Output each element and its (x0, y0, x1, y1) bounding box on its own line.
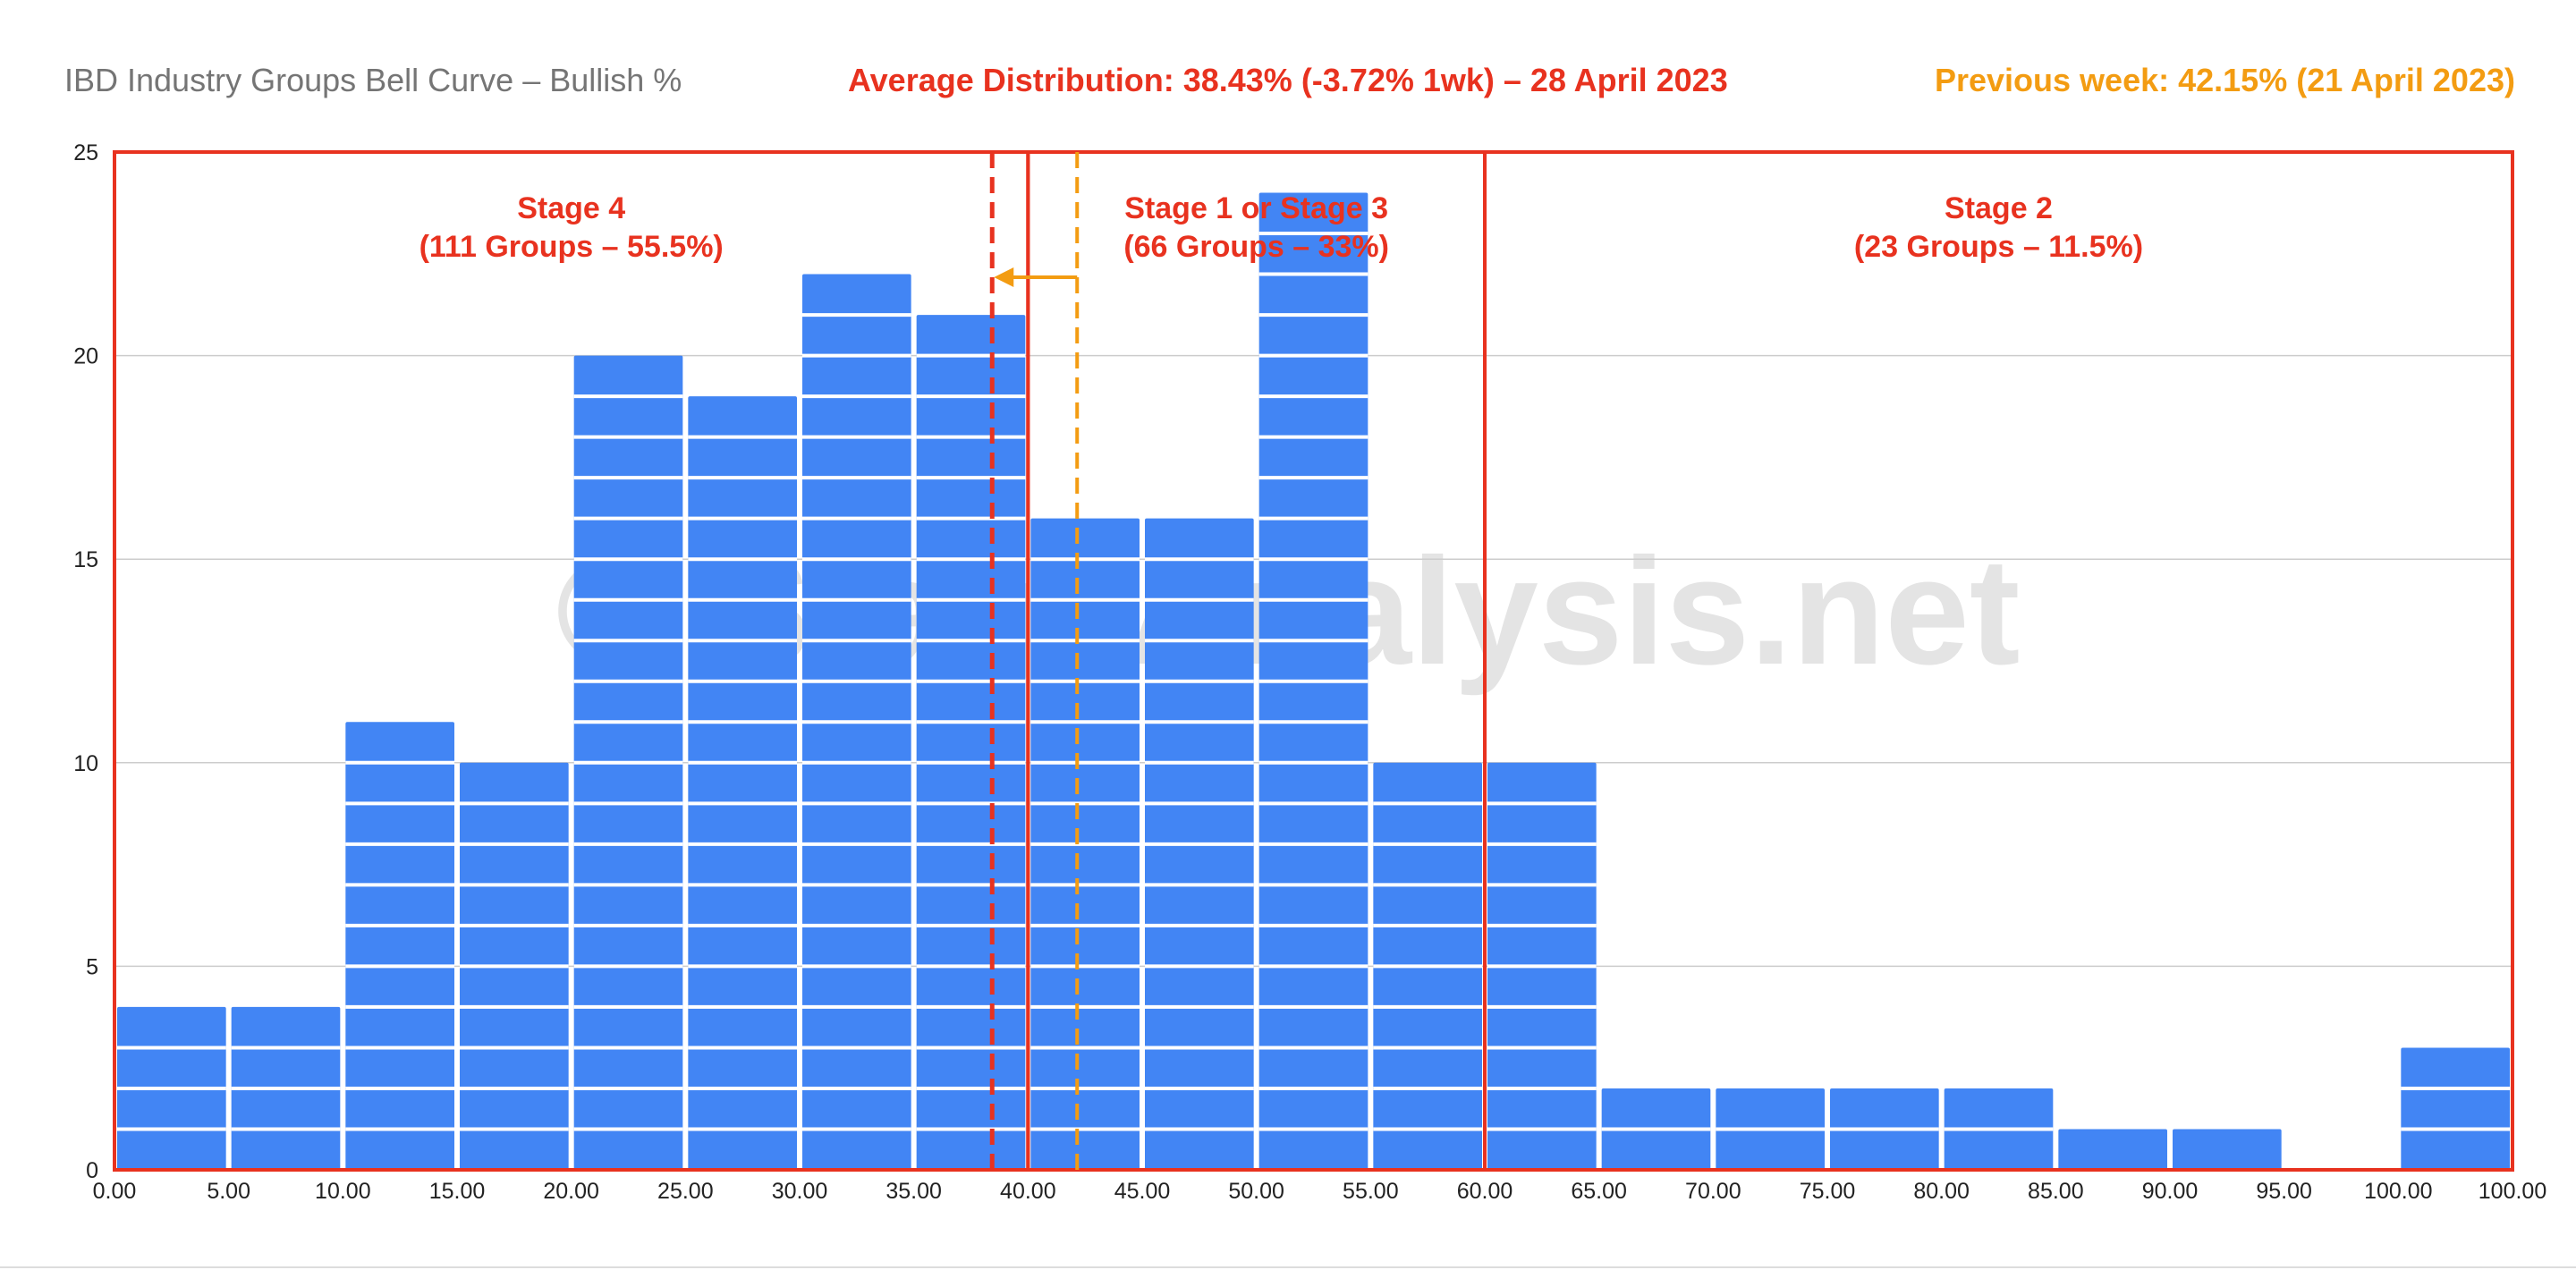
stage-detail: (23 Groups – 11.5%) (1854, 230, 2143, 264)
x-tick-label: 35.00 (886, 1179, 942, 1204)
y-tick-label: 15 (73, 547, 98, 572)
x-tick-label: 15.00 (429, 1179, 486, 1204)
x-tick-label: 100.00 (2479, 1179, 2546, 1204)
average-distribution-note: Average Distribution: 38.43% (-3.72% 1wk… (848, 62, 1728, 98)
y-tick-label: 25 (73, 140, 98, 165)
stage-label: Stage 1 or Stage 3 (1124, 191, 1388, 225)
y-tick-label: 10 (73, 751, 98, 776)
stage-label: Stage 2 (1945, 191, 2053, 225)
x-tick-label: 80.00 (1913, 1179, 1970, 1204)
stage-box (1483, 150, 2514, 1172)
x-tick-label: 95.00 (2256, 1179, 2312, 1204)
x-tick-label: 30.00 (772, 1179, 828, 1204)
histogram-bar (2173, 1129, 2282, 1170)
shift-arrow-head (994, 267, 1014, 287)
x-tick-label: 25.00 (657, 1179, 714, 1204)
x-tick-label: 90.00 (2142, 1179, 2199, 1204)
x-tick-label: 85.00 (2028, 1179, 2084, 1204)
histogram-bar (688, 396, 797, 1170)
stage-detail: (111 Groups – 55.5%) (419, 230, 724, 264)
y-tick-label: 5 (86, 954, 98, 979)
x-tick-label: 100.00 (2364, 1179, 2432, 1204)
x-tick-label: 60.00 (1457, 1179, 1513, 1204)
previous-week-note: Previous week: 42.15% (21 April 2023) (1934, 62, 2515, 98)
x-tick-label: 5.00 (207, 1179, 250, 1204)
histogram-bar (2058, 1129, 2167, 1170)
chart-title: IBD Industry Groups Bell Curve – Bullish… (64, 62, 682, 98)
y-tick-label: 20 (73, 344, 98, 369)
x-tick-label: 0.00 (93, 1179, 137, 1204)
x-tick-label: 20.00 (543, 1179, 599, 1204)
x-tick-label: 40.00 (1000, 1179, 1056, 1204)
x-tick-label: 65.00 (1571, 1179, 1627, 1204)
bottom-divider (0, 1266, 2576, 1268)
x-tick-label: 45.00 (1114, 1179, 1171, 1204)
x-tick-label: 10.00 (315, 1179, 371, 1204)
y-tick-label: 0 (86, 1158, 98, 1183)
x-tick-label: 75.00 (1800, 1179, 1856, 1204)
stage-detail: (66 Groups – 33%) (1123, 230, 1389, 264)
histogram-bar (916, 315, 1026, 1171)
x-tick-label: 50.00 (1228, 1179, 1284, 1204)
histogram-bar (345, 722, 454, 1170)
stage-label: Stage 4 (517, 191, 625, 225)
x-tick-label: 70.00 (1685, 1179, 1741, 1204)
x-tick-label: 55.00 (1343, 1179, 1399, 1204)
histogram-bar (2401, 1047, 2510, 1170)
